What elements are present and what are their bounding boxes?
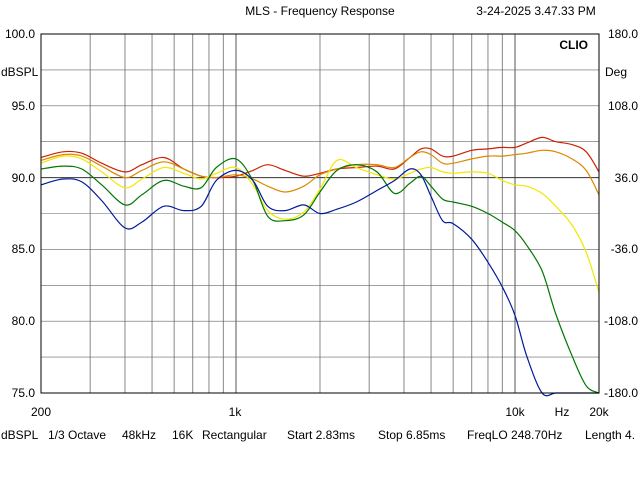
y2-axis-label: Deg [605,65,627,79]
series-line-3 [40,155,600,293]
y-tick-label: 95.0 [12,99,36,113]
footer-window: Rectangular [202,428,267,442]
footer-sample-rate: 48kHz [122,428,156,442]
footer-freqlo: FreqLO 248.70Hz [467,428,562,442]
y-ticks-right: 180.0 108.0 36.0 -36.0 -108.0 -180.0 [604,27,638,400]
x-tick-label: 20k [589,405,609,419]
brand-label: CLIO [559,38,588,52]
y-tick-label: 85.0 [12,242,36,256]
footer-unit: dBSPL [1,428,39,442]
y2-tick-label: -36.0 [611,242,639,256]
footer-size: 16K [172,428,193,442]
footer-start: Start 2.83ms [287,428,355,442]
y-tick-label: 80.0 [12,314,36,328]
footer-stop: Stop 6.85ms [378,428,445,442]
footer-smoothing: 1/3 Octave [48,428,106,442]
y2-tick-label: -108.0 [604,314,638,328]
footer-length: Length 4. [585,428,635,442]
y2-tick-label: 36.0 [615,171,639,185]
x-tick-label: 10k [505,405,525,419]
x-tick-label: 1k [229,405,243,419]
x-ticks: 200 1k 10k Hz 20k [31,405,610,419]
y-tick-label: 100.0 [5,27,35,41]
y2-tick-label: -180.0 [604,386,638,400]
x-axis-label: Hz [555,405,570,419]
y-tick-label: 90.0 [12,171,36,185]
x-tick-label: 200 [31,405,51,419]
plot-frame [40,33,600,394]
y2-tick-label: 108.0 [608,99,638,113]
y-tick-label: 75.0 [12,386,36,400]
series-line-5 [40,168,599,397]
series-line-4 [40,157,600,394]
timestamp: 3-24-2025 3.47.33 PM [476,4,595,18]
y-axis-label: dBSPL [1,65,39,79]
y-ticks-left: 100.0 95.0 90.0 85.0 80.0 75.0 [5,27,35,400]
y2-tick-label: 180.0 [608,27,638,41]
footer-status: dBSPL 1/3 Octave 48kHz 16K Rectangular S… [1,428,635,442]
chart-title: MLS - Frequency Response [245,4,395,18]
series-layer [40,136,600,397]
